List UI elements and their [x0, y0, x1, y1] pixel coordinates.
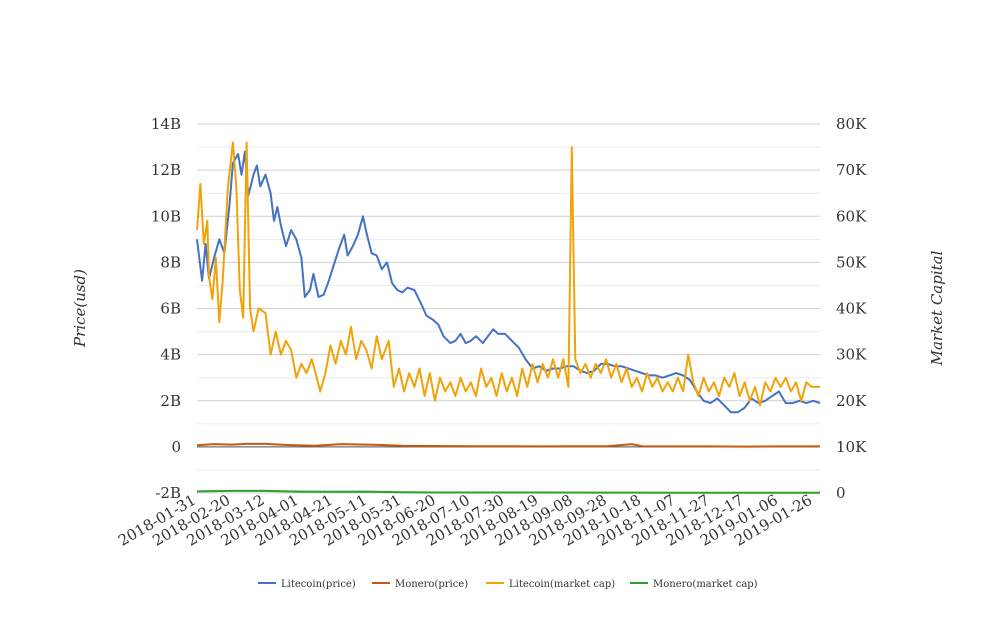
series-line-litecoin-price — [196, 150, 821, 414]
right-tick-label: 50K — [836, 253, 867, 271]
right-tick-label: 30K — [836, 346, 867, 364]
legend: Litecoin(price) Monero(price) Litecoin(mar… — [258, 579, 758, 590]
right-tick-label: 60K — [836, 207, 867, 225]
right-tick-label: 70K — [836, 161, 867, 179]
legend-label: Monero(price) — [395, 579, 468, 590]
right-tick-label: 0 — [836, 484, 846, 502]
left-tick-label: 6B — [160, 300, 181, 318]
right-axis-ticks: 0 10K 20K 30K 40K 50K 60K 70K 80K — [836, 115, 867, 502]
legend-label: Monero(market cap) — [653, 579, 758, 590]
series-line-litecoin-market-cap — [196, 141, 820, 407]
left-tick-label: 10B — [151, 207, 181, 225]
left-axis-ticks: -2B 0 2B 4B 6B 8B 10B 12B 14B — [151, 115, 181, 502]
x-axis-ticks: 2018-01-312018-02-202018-03-122018-04-01… — [115, 491, 815, 550]
gridlines — [197, 123, 820, 494]
series-line-monero-price — [196, 442, 820, 448]
legend-label: Litecoin(price) — [281, 579, 356, 590]
right-tick-label: 40K — [836, 300, 867, 318]
left-tick-label: 0 — [171, 438, 181, 456]
left-tick-label: -2B — [155, 484, 181, 502]
left-tick-label: 4B — [160, 346, 181, 364]
right-axis-title: Market Capital — [928, 250, 946, 366]
right-tick-label: 20K — [836, 392, 867, 410]
right-tick-label: 80K — [836, 115, 867, 133]
left-tick-label: 2B — [160, 392, 181, 410]
left-tick-label: 12B — [151, 161, 181, 179]
series-line-monero-market-cap — [196, 489, 820, 494]
left-tick-label: 14B — [151, 115, 181, 133]
legend-label: Litecoin(market cap) — [509, 579, 615, 590]
left-tick-label: 8B — [160, 253, 181, 271]
right-tick-label: 10K — [836, 438, 867, 456]
left-axis-title: Price(usd) — [71, 269, 89, 348]
series-lines — [196, 141, 821, 494]
